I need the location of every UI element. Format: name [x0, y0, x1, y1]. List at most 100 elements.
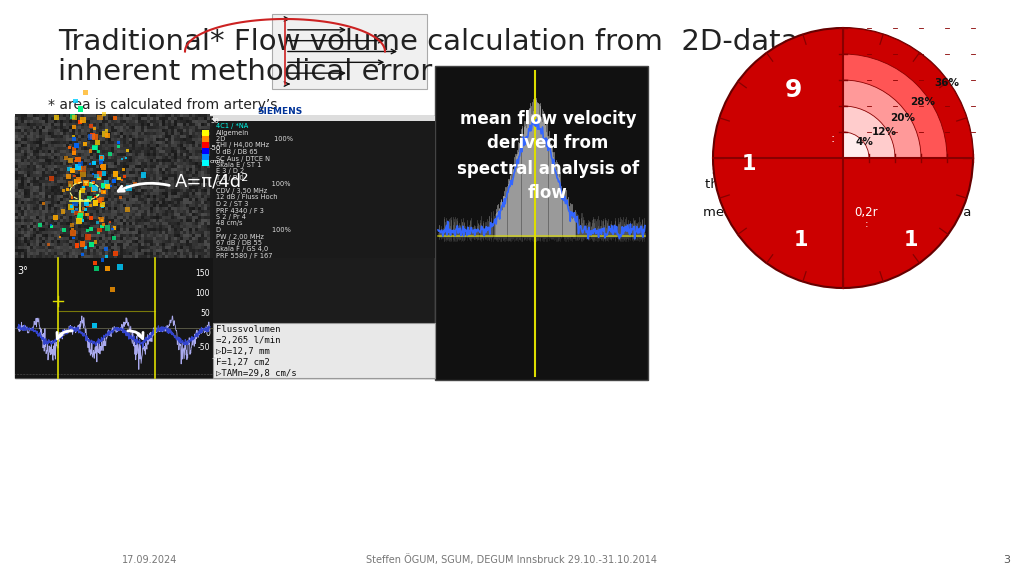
- Bar: [186, 129, 189, 132]
- Bar: [48, 123, 51, 126]
- Bar: [24, 129, 27, 132]
- Bar: [174, 171, 177, 174]
- Bar: [75, 252, 78, 255]
- Bar: [36, 225, 39, 228]
- Bar: [117, 204, 120, 207]
- Bar: [144, 153, 147, 156]
- Bar: [153, 204, 156, 207]
- Bar: [18, 126, 22, 129]
- Bar: [42, 231, 45, 234]
- Bar: [63, 207, 66, 210]
- Bar: [138, 243, 141, 246]
- Bar: [141, 240, 144, 243]
- Bar: [93, 132, 96, 135]
- Bar: [129, 237, 132, 240]
- Text: Flussvolumen
=2,265 l/min
▷D=12,7 mm
F=1,27 cm2
▷TAMn=29,8 cm/s: Flussvolumen =2,265 l/min ▷D=12,7 mm F=1…: [216, 325, 297, 378]
- Bar: [22, 180, 24, 183]
- Bar: [33, 192, 36, 195]
- Bar: [60, 168, 63, 171]
- Bar: [204, 243, 207, 246]
- Bar: [30, 117, 33, 120]
- Bar: [147, 120, 150, 123]
- Bar: [201, 201, 204, 204]
- Bar: [147, 132, 150, 135]
- Bar: [135, 159, 138, 162]
- Bar: [93, 204, 96, 207]
- Bar: [69, 180, 72, 183]
- Bar: [189, 126, 193, 129]
- Bar: [96, 162, 99, 165]
- Bar: [111, 243, 114, 246]
- Bar: [111, 195, 114, 198]
- Bar: [114, 228, 117, 231]
- Bar: [66, 237, 69, 240]
- Bar: [45, 129, 48, 132]
- Bar: [165, 138, 168, 141]
- Bar: [189, 138, 193, 141]
- Bar: [93, 231, 96, 234]
- Bar: [171, 147, 174, 150]
- Bar: [39, 195, 42, 198]
- Bar: [108, 141, 111, 144]
- Bar: [123, 177, 126, 180]
- Bar: [183, 207, 186, 210]
- Bar: [189, 237, 193, 240]
- Bar: [135, 138, 138, 141]
- Bar: [105, 156, 108, 159]
- Bar: [165, 186, 168, 189]
- Bar: [132, 135, 135, 138]
- Bar: [153, 201, 156, 204]
- Bar: [129, 225, 132, 228]
- Bar: [75, 132, 78, 135]
- Bar: [153, 222, 156, 225]
- Bar: [84, 207, 87, 210]
- Text: assign equal diameter segments to: assign equal diameter segments to: [719, 192, 955, 205]
- Bar: [39, 222, 42, 225]
- Bar: [90, 168, 93, 171]
- Bar: [75, 204, 78, 207]
- Bar: [63, 168, 66, 171]
- Bar: [156, 132, 159, 135]
- Bar: [193, 168, 195, 171]
- Bar: [102, 141, 105, 144]
- Bar: [156, 225, 159, 228]
- Bar: [118, 176, 121, 180]
- Bar: [42, 213, 45, 216]
- Bar: [156, 162, 159, 165]
- Bar: [22, 171, 24, 174]
- Bar: [45, 159, 48, 162]
- Bar: [168, 183, 171, 186]
- Bar: [204, 240, 207, 243]
- Bar: [90, 135, 93, 138]
- Bar: [177, 246, 180, 249]
- Bar: [147, 231, 150, 234]
- Bar: [75, 201, 78, 204]
- Bar: [141, 117, 144, 120]
- Bar: [156, 174, 159, 177]
- Bar: [201, 219, 204, 222]
- Bar: [30, 246, 33, 249]
- Bar: [63, 180, 66, 183]
- Bar: [42, 237, 45, 240]
- Bar: [165, 213, 168, 216]
- Bar: [57, 228, 60, 231]
- Bar: [69, 201, 72, 204]
- Bar: [111, 234, 114, 237]
- Bar: [30, 144, 33, 147]
- Bar: [141, 207, 144, 210]
- Bar: [81, 249, 84, 252]
- Bar: [204, 138, 207, 141]
- Bar: [156, 246, 159, 249]
- Bar: [72, 237, 75, 240]
- Bar: [69, 195, 72, 198]
- Bar: [63, 246, 66, 249]
- Bar: [45, 192, 48, 195]
- Bar: [105, 134, 110, 138]
- Bar: [91, 187, 96, 192]
- Bar: [33, 162, 36, 165]
- Bar: [144, 198, 147, 201]
- Bar: [201, 150, 204, 153]
- Bar: [126, 213, 129, 216]
- Bar: [162, 240, 165, 243]
- Bar: [129, 174, 132, 177]
